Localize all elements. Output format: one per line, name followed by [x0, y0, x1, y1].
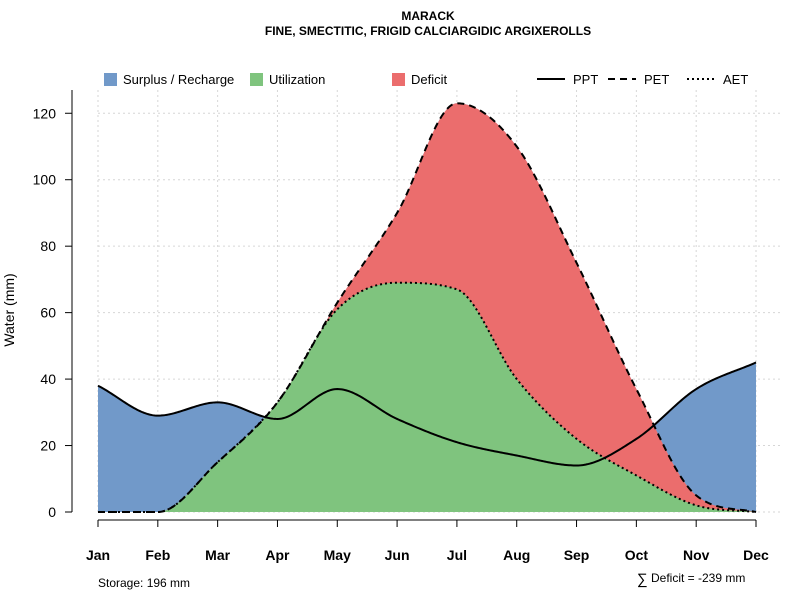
sum-icon: ∑ [637, 571, 648, 588]
x-tick-label: Apr [265, 547, 290, 563]
y-tick-label: 60 [40, 305, 56, 321]
legend-swatch-surplus-recharge [104, 73, 117, 86]
legend-swatch-utilization [250, 73, 263, 86]
y-tick-label: 120 [33, 105, 57, 121]
chart-subtitle: FINE, SMECTITIC, FRIGID CALCIARGIDIC ARG… [265, 24, 591, 38]
legend: Surplus / Recharge Utilization Deficit PPT P… [104, 72, 748, 87]
y-axis-ticks: 0 20 40 60 80 100 120 [33, 105, 72, 520]
x-tick-label: Jan [86, 547, 110, 563]
series-line-ppt [97, 361, 757, 467]
chart-title: MARACK [401, 9, 455, 23]
legend-label: AET [723, 72, 748, 87]
utilization-area [98, 282, 756, 512]
x-tick-label: Jul [447, 547, 467, 563]
y-tick-label: 80 [40, 238, 56, 254]
x-tick-label: May [324, 547, 351, 563]
y-tick-label: 20 [40, 438, 56, 454]
x-tick-label: Dec [743, 547, 769, 563]
x-tick-label: Aug [503, 547, 530, 563]
x-tick-label: Feb [145, 547, 170, 563]
area-fills [98, 103, 756, 512]
y-tick-label: 100 [33, 172, 57, 188]
legend-label: Deficit [411, 72, 448, 87]
y-axis-label: Water (mm) [1, 273, 17, 346]
x-tick-label: Mar [205, 547, 230, 563]
legend-label: PET [644, 72, 669, 87]
x-tick-label: Jun [385, 547, 410, 563]
storage-annotation: Storage: 196 mm [98, 576, 190, 590]
legend-label: Surplus / Recharge [123, 72, 234, 87]
x-tick-label: Nov [683, 547, 710, 563]
x-tick-label: Oct [625, 547, 649, 563]
x-axis-ticks: Jan Feb Mar Apr May Jun Jul Aug Sep Oct Nov Dec [86, 520, 769, 563]
y-tick-label: 40 [40, 371, 56, 387]
series-line-aet [98, 281, 757, 513]
series-lines [97, 102, 757, 513]
deficit-annotation: Deficit = -239 mm [651, 571, 745, 585]
legend-swatch-deficit [392, 73, 405, 86]
x-tick-label: Sep [564, 547, 590, 563]
legend-label: Utilization [269, 72, 325, 87]
legend-label: PPT [573, 72, 598, 87]
y-tick-label: 0 [48, 504, 56, 520]
